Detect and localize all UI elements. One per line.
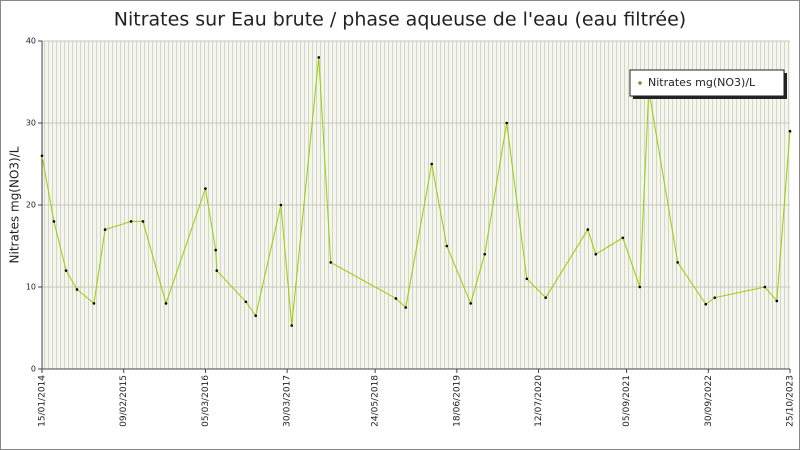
point [214,248,217,252]
x-tick-label: 25/10/2023 [786,375,796,427]
legend-marker [638,81,642,85]
point [525,277,529,281]
x-tick-label: 18/06/2019 [452,375,462,427]
legend-label: Nitrates mg(NO3)/L [648,76,756,89]
point [621,236,625,240]
point [788,129,792,133]
point [704,302,708,306]
x-tick-label: 30/09/2022 [704,375,714,427]
point [64,269,68,272]
point [445,244,449,248]
x-tick-label: 30/03/2017 [283,375,293,427]
point [544,296,547,299]
point [505,121,509,125]
legend-box [629,69,785,97]
x-tick-label: 05/03/2016 [201,375,211,427]
point [254,314,258,318]
point [469,302,472,305]
y-axis-label: Nitrates mg(NO3)/L [8,146,22,263]
point [52,220,56,223]
point [164,302,168,305]
point [103,228,107,231]
series-line [41,57,791,326]
point [204,187,207,190]
point [40,154,44,158]
x-tick-label: 24/05/2018 [371,375,381,427]
y-tick-label: 30 [26,119,36,128]
x-tick-label: 05/09/2021 [622,375,632,427]
point [75,288,79,291]
y-tick-label: 20 [26,201,36,210]
chart-title: Nitrates sur Eau brute / phase aqueuse d… [114,9,686,31]
point [430,162,434,166]
point [329,261,333,264]
point [92,302,96,305]
point [244,300,248,304]
point [586,228,590,231]
point [215,269,219,272]
y-tick-label: 40 [26,37,36,46]
x-tick-label: 09/02/2015 [119,375,129,427]
point [317,56,321,59]
point [279,203,283,207]
point [638,285,642,289]
point [129,220,133,223]
point [141,220,145,223]
point [404,306,408,309]
point [763,285,767,289]
point [676,261,679,264]
point [290,324,294,327]
point [394,297,398,300]
y-tick-label: 0 [31,365,36,374]
point [594,252,598,256]
point [713,296,717,299]
point [483,252,487,256]
y-tick-label: 10 [26,283,36,292]
point [775,299,779,303]
x-tick-label: 12/07/2020 [534,375,544,427]
x-tick-label: 15/01/2014 [38,375,48,427]
